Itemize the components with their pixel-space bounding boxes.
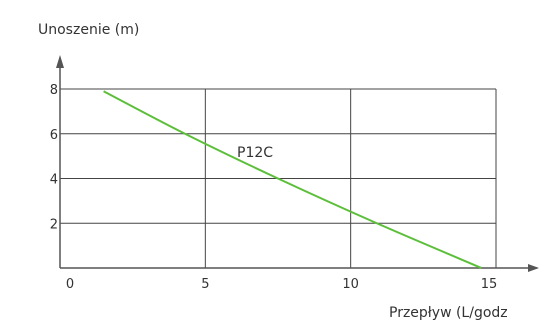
x-axis-arrow [528,264,539,272]
y-tick-label: 6 [50,128,58,143]
grid [60,88,497,268]
y-tick-label: 2 [50,217,58,232]
series-label: P12C [237,145,273,161]
y-axis-arrow [56,55,64,68]
series-line [103,90,482,269]
x-axis-title: Przepływ (L/godz [389,305,508,321]
series-layer: P12C [103,90,482,269]
y-tick-label: 8 [50,83,58,98]
axes [56,55,539,272]
y-tick-label: 4 [50,173,58,188]
x-tick-label: 15 [481,277,498,292]
x-tick-label: 10 [342,277,359,292]
x-tick-label: 5 [201,277,209,292]
x-tick-label: 0 [66,277,74,292]
y-axis-title: Unoszenie (m) [38,22,139,38]
tick-labels: 2 4 6 8 0 5 10 15 [50,83,498,292]
